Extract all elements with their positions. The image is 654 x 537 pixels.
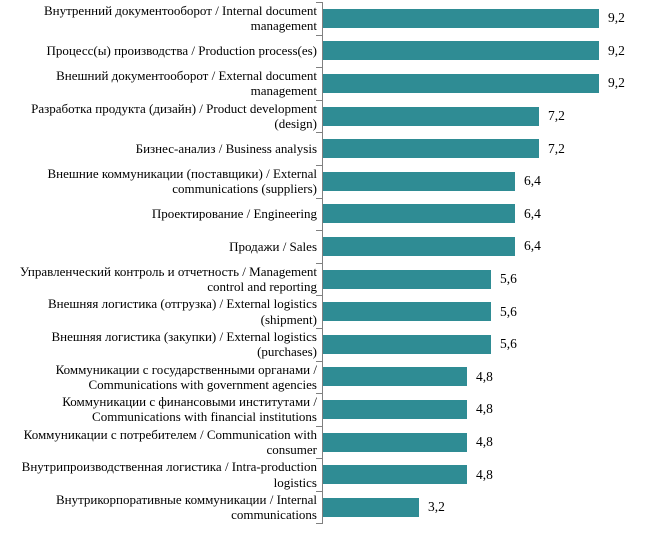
- value-label: 5,6: [500, 271, 517, 287]
- axis-tick: [316, 197, 322, 199]
- value-label: 6,4: [524, 205, 541, 221]
- value-label: 7,2: [548, 108, 565, 124]
- axis-tick: [316, 262, 322, 264]
- axis-tick: [316, 2, 322, 3]
- bar: [323, 204, 515, 224]
- axis-tick: [316, 393, 322, 395]
- category-label: Коммуникации с потребителем / Communicat…: [23, 426, 317, 458]
- axis-tick: [316, 67, 322, 69]
- plot-cell: 5,6: [316, 262, 654, 296]
- value-label: 7,2: [548, 140, 565, 156]
- category-label: Управленческий контроль и отчетность / M…: [19, 263, 317, 295]
- bar-row: Внутренний документооборот / Internal do…: [0, 2, 654, 35]
- category-label: Внутренний документооборот / Internal do…: [43, 2, 317, 34]
- value-label: 4,8: [476, 401, 493, 417]
- category-label: Бизнес-анализ / Business analysis: [135, 141, 317, 156]
- bar: [323, 432, 467, 452]
- plot-cell: 4,8: [316, 425, 654, 459]
- value-label: 3,2: [428, 499, 445, 515]
- axis-tick: [316, 522, 322, 524]
- category-label: Внутрикорпоративные коммуникации / Inter…: [55, 491, 317, 523]
- bar-row: Управленческий контроль и отчетность / M…: [0, 262, 654, 296]
- bar-row: Внутрикорпоративные коммуникации / Inter…: [0, 490, 654, 524]
- bar-row: Бизнес-анализ / Business analysis 7,2: [0, 132, 654, 165]
- bar: [323, 269, 491, 289]
- bar-row: Коммуникации с потребителем / Communicat…: [0, 425, 654, 459]
- plot-cell: 6,4: [316, 197, 654, 231]
- plot-cell: 4,8: [316, 393, 654, 426]
- bar-row: Внешний документооборот / External docum…: [0, 67, 654, 100]
- bar: [323, 8, 599, 28]
- plot-cell: 9,2: [316, 34, 654, 68]
- bar: [323, 302, 491, 322]
- plot-cell: 5,6: [316, 327, 654, 361]
- bar: [323, 334, 491, 354]
- axis-tick: [316, 34, 322, 36]
- axis-tick: [316, 164, 322, 166]
- bar-row: Внешняя логистика (отгрузка) / External …: [0, 295, 654, 328]
- axis-tick: [316, 295, 322, 297]
- bar: [323, 399, 467, 419]
- axis-tick: [316, 360, 322, 362]
- plot-cell: 4,8: [316, 458, 654, 491]
- value-label: 9,2: [608, 42, 625, 58]
- bar-row: Продажи / Sales 6,4: [0, 230, 654, 263]
- bar-row: Внешние коммуникации (поставщики) / Exte…: [0, 164, 654, 198]
- bar-row: Разработка продукта (дизайн) / Product d…: [0, 99, 654, 133]
- bar: [323, 236, 515, 256]
- value-label: 4,8: [476, 368, 493, 384]
- category-label: Коммуникации с финансовыми институтами /…: [62, 394, 317, 425]
- plot-cell: 7,2: [316, 132, 654, 165]
- bar: [323, 106, 539, 126]
- value-label: 5,6: [500, 303, 517, 319]
- plot-cell: 9,2: [316, 2, 654, 35]
- plot-cell: 7,2: [316, 99, 654, 133]
- plot-cell: 5,6: [316, 295, 654, 328]
- bar-row: Внешняя логистика (закупки) / External l…: [0, 327, 654, 361]
- bar-row: Процесс(ы) производства / Production pro…: [0, 34, 654, 68]
- plot-cell: 9,2: [316, 67, 654, 100]
- bar-row: Внутрипроизводственная логистика / Intra…: [0, 458, 654, 491]
- bar: [323, 171, 515, 191]
- bar: [323, 465, 467, 485]
- bar-row: Проектирование / Engineering 6,4: [0, 197, 654, 231]
- plot-cell: 3,2: [316, 490, 654, 524]
- category-label: Процесс(ы) производства / Production pro…: [46, 43, 317, 59]
- plot-cell: 6,4: [316, 230, 654, 263]
- category-label: Проектирование / Engineering: [151, 206, 317, 222]
- plot-cell: 4,8: [316, 360, 654, 394]
- bar-row: Коммуникации с финансовыми институтами /…: [0, 393, 654, 426]
- axis-tick: [316, 458, 322, 460]
- category-label: Продажи / Sales: [229, 238, 317, 254]
- category-label: Внешний документооборот / External docum…: [56, 68, 317, 99]
- axis-tick: [316, 425, 322, 427]
- bar: [323, 139, 539, 159]
- value-label: 9,2: [608, 10, 625, 26]
- axis-tick: [316, 99, 322, 101]
- axis-tick: [316, 327, 322, 329]
- category-label: Внешняя логистика (отгрузка) / External …: [48, 296, 317, 327]
- bar: [323, 41, 599, 61]
- value-label: 6,4: [524, 238, 541, 254]
- bar-row: Коммуникации с государственными органами…: [0, 360, 654, 394]
- bar: [323, 73, 599, 93]
- axis-tick: [316, 230, 322, 232]
- axis-tick: [316, 490, 322, 492]
- category-label: Внутрипроизводственная логистика / Intra…: [21, 459, 317, 490]
- axis-tick: [316, 132, 322, 134]
- category-label: Внешняя логистика (закупки) / External l…: [51, 328, 317, 360]
- bar: [323, 497, 419, 517]
- value-label: 6,4: [524, 173, 541, 189]
- category-label: Разработка продукта (дизайн) / Product d…: [31, 100, 317, 132]
- category-label: Коммуникации с государственными органами…: [55, 361, 317, 392]
- bar: [323, 367, 467, 387]
- plot-cell: 6,4: [316, 164, 654, 198]
- value-label: 5,6: [500, 336, 517, 352]
- value-label: 4,8: [476, 434, 493, 450]
- category-label: Внешние коммуникации (поставщики) / Exte…: [47, 165, 317, 197]
- value-label: 4,8: [476, 466, 493, 482]
- value-label: 9,2: [608, 75, 625, 91]
